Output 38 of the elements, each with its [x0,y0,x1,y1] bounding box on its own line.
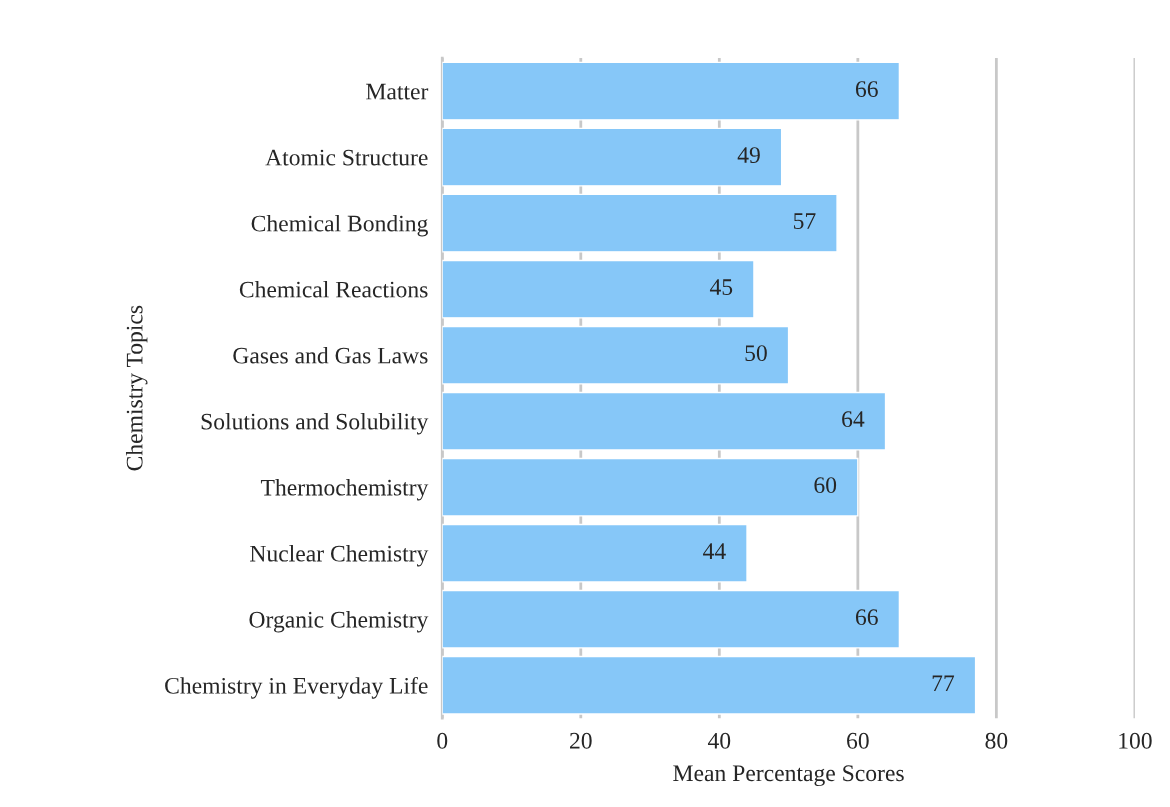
x-axis-title: Mean Percentage Scores [673,765,904,787]
data-label: 66 [855,609,878,626]
data-label: 45 [709,279,733,296]
x-tick-label: 0 [437,732,448,749]
data-label: 64 [842,411,865,428]
y-tick-label: Organic Chemistry [249,611,429,633]
bar [442,127,783,187]
y-tick-label: Chemical Reactions [239,280,428,298]
x-tick-label: 20 [570,732,592,749]
bar [442,589,901,649]
bar [442,457,859,517]
y-tick-label: Nuclear Chemistry [250,545,429,567]
y-tick-label: Solutions and Solubility [201,412,429,435]
y-tick-label: Thermochemistry [260,478,429,501]
x-tick-label: 80 [985,732,1008,749]
y-tick-label: Chemical Bonding [251,214,428,237]
y-tick-label: Atomic Structure [265,149,428,166]
y-axis-title: Chemistry Topics [125,305,148,471]
data-label: 49 [737,147,760,164]
bar [442,193,838,253]
y-tick-label: Matter [366,83,429,100]
data-label: 77 [932,675,955,691]
bar [442,655,977,715]
bar [442,259,755,319]
data-label: 66 [855,81,878,98]
data-label: 44 [703,543,726,559]
data-label: 57 [793,213,816,230]
bar [442,523,748,583]
x-tick-label: 60 [847,732,869,749]
data-label: 60 [814,477,837,494]
y-tick-label: Gases and Gas Laws [233,346,428,364]
bar [442,391,887,451]
y-tick-label: Chemistry in Everyday Life [165,676,428,699]
x-tick-label: 40 [707,732,731,749]
x-tick-label: 100 [1119,732,1152,749]
bar [442,61,901,121]
data-label: 50 [745,345,767,362]
bar [442,325,790,385]
